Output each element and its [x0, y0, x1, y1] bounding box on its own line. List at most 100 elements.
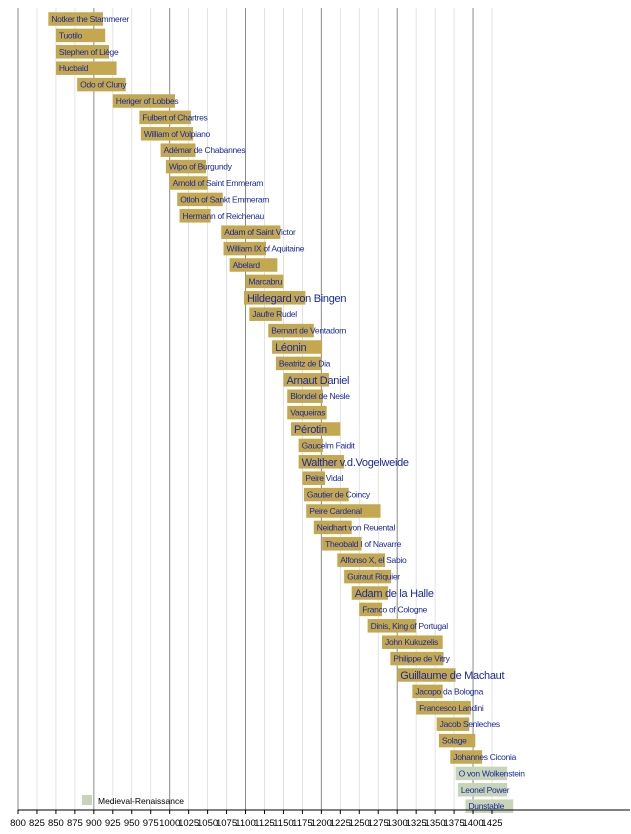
- composer-bar: [436, 717, 470, 731]
- composer-bar: [139, 110, 191, 125]
- composer-label: Léonin: [275, 342, 306, 354]
- composer-label: Francesco Landini: [419, 703, 484, 713]
- composer-bar: [390, 651, 444, 666]
- composer-bar: [302, 471, 326, 485]
- composer-label: Stephen of Liège: [59, 47, 119, 57]
- x-tick-label: 1050: [197, 818, 218, 829]
- composer-bar: [455, 766, 508, 781]
- composer-label: Guiraut Riquier: [347, 572, 400, 582]
- composer-bar: [438, 733, 476, 748]
- composer-labels: Notker the Stammerer Tuotilo Stephen of Li…: [51, 14, 525, 811]
- composer-label: Arnaut Daniel: [286, 375, 349, 387]
- composer-label: William of Volpiano: [144, 129, 211, 139]
- composer-bar: [306, 504, 381, 518]
- composer-label: Gautier de Coincy: [307, 490, 371, 500]
- composer-bar: [268, 323, 314, 338]
- composer-label: Gaucelm Faidit: [302, 440, 356, 450]
- composer-label: Bernart de Ventadorn: [271, 326, 346, 336]
- x-tick-label: 1200: [311, 818, 332, 829]
- composer-bar: [450, 750, 483, 764]
- composer-bar: [367, 619, 417, 633]
- x-tick-label: 825: [29, 818, 45, 829]
- x-tick-label: 1250: [349, 818, 370, 829]
- x-tick-label: 1400: [462, 818, 483, 829]
- composer-bar: [223, 241, 266, 256]
- composer-label: Jaufre Rudel: [252, 309, 297, 319]
- composer-label: Theobald I of Navarre: [325, 539, 401, 549]
- composer-bar: [298, 438, 323, 453]
- composer-label: Pérotin: [294, 424, 327, 436]
- composer-bar: [55, 45, 110, 59]
- composer-label: Hermann of Reichenau: [183, 211, 265, 221]
- composer-bar: [382, 635, 443, 649]
- x-tick-label: 1150: [273, 818, 293, 829]
- x-tick-label: 1350: [425, 818, 446, 829]
- x-tick-label: 1100: [235, 818, 255, 829]
- composer-label: Neidhart von Reuental: [317, 522, 396, 532]
- x-axis-ticks: 800 825 850 875 900 925 950 975 1000102510501075…: [10, 810, 503, 829]
- x-tick-label: 1025: [178, 818, 199, 829]
- composer-label: Vaqueiras: [290, 408, 325, 418]
- x-tick-label: 950: [124, 818, 140, 829]
- composer-bar: [397, 668, 456, 682]
- composer-label: Odo of Cluny: [80, 80, 127, 90]
- composer-label: Hucbald: [59, 63, 89, 73]
- x-tick-label: 975: [143, 818, 159, 829]
- x-tick-label: 1325: [406, 818, 427, 829]
- composer-bar: [169, 176, 208, 190]
- composer-bar: [359, 602, 383, 617]
- composer-label: William IX of Aquitaine: [227, 244, 305, 254]
- x-tick-label: 800: [10, 818, 26, 829]
- composer-bar: [457, 783, 508, 797]
- composer-label: Blondel de Nesle: [290, 391, 350, 401]
- legend-swatch: [82, 795, 92, 805]
- composer-bar: [344, 569, 392, 584]
- composer-bar: [283, 373, 329, 387]
- composer-label: Dunstable: [468, 801, 504, 811]
- composer-label: Notker the Stammerer: [51, 14, 129, 24]
- composer-bar: [112, 94, 175, 108]
- composer-bar: [298, 455, 345, 469]
- composer-label: Alfonso X, el Sabio: [340, 555, 407, 565]
- composer-label: Adémar de Chabannes: [164, 145, 246, 155]
- composer-label: Leonel Power: [461, 785, 510, 795]
- x-tick-label: 875: [67, 818, 83, 829]
- composer-bar: [221, 225, 281, 239]
- composer-bar: [165, 159, 207, 174]
- composer-label: Dinis, King of Portugal: [371, 621, 449, 631]
- x-tick-label: 1275: [368, 818, 389, 829]
- composer-label: Philippe de Vitry: [393, 654, 450, 664]
- composer-bar: [244, 291, 306, 305]
- legend: Medieval-Renaissance: [82, 795, 184, 806]
- composer-label: Peire Cardenal: [309, 506, 362, 516]
- composer-bar: [272, 340, 323, 354]
- composer-bar: [245, 274, 284, 289]
- composer-bar: [177, 192, 223, 207]
- composer-label: Guillaume de Machaut: [400, 670, 504, 682]
- composer-bar: [412, 684, 443, 699]
- composer-label: Otloh of Sankt Emmeram: [180, 194, 269, 204]
- x-tick-label: 1425: [481, 818, 502, 829]
- x-tick-label: 1125: [254, 818, 274, 829]
- composer-label: Solage: [442, 736, 467, 746]
- composer-label: John Kukuzelis: [385, 637, 438, 647]
- composer-bar: [55, 28, 106, 43]
- composer-bar: [337, 553, 386, 567]
- composer-bar: [313, 520, 352, 535]
- composer-label: Fulbert of Chartres: [142, 112, 207, 122]
- composer-bar: [303, 487, 349, 502]
- x-tick-label: 900: [86, 818, 102, 829]
- x-tick-label: 1375: [444, 818, 465, 829]
- composer-label: Jacopo da Bologna: [415, 686, 483, 696]
- composer-label: Walther v.d.Vogelweide: [302, 457, 409, 469]
- composer-label: Wipo of Burgundy: [169, 162, 233, 172]
- composer-bar: [48, 12, 103, 26]
- composer-label: Johannes Ciconia: [453, 752, 516, 762]
- composer-bar: [77, 77, 126, 92]
- composer-bars: [48, 12, 514, 813]
- composer-bar: [275, 356, 322, 371]
- composer-label: Franco of Cologne: [362, 604, 427, 614]
- composer-bar: [55, 61, 117, 75]
- composer-bar: [287, 389, 323, 403]
